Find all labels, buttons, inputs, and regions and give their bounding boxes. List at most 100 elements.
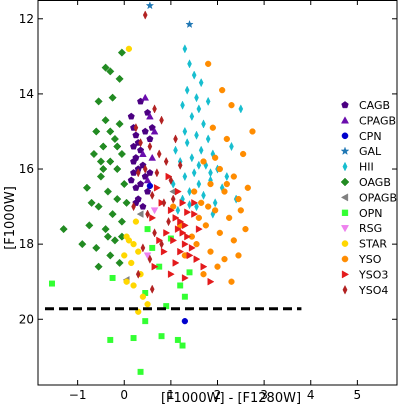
legend-marker-yso4 (342, 284, 348, 295)
data-point (110, 134, 120, 144)
data-point (207, 277, 215, 286)
data-point (221, 188, 228, 195)
data-point (103, 232, 113, 241)
data-point (132, 184, 140, 191)
y-tick-label: 18 (19, 237, 34, 251)
plot-area (49, 1, 256, 375)
legend-label-yso3: YSO3 (358, 268, 388, 281)
legend-marker-star (341, 240, 349, 247)
data-point (212, 198, 218, 208)
legend-marker-cpn (341, 132, 349, 140)
data-point (191, 168, 197, 178)
y-tick-label: 20 (19, 312, 34, 326)
data-point (147, 254, 153, 264)
data-point (99, 142, 108, 151)
data-point (140, 243, 146, 253)
data-point (135, 308, 142, 315)
legend-label-cpagb: CPAGB (359, 114, 396, 127)
data-point (166, 216, 171, 227)
data-point (144, 301, 151, 308)
plot-frame (37, 0, 398, 386)
data-point (161, 198, 167, 208)
data-point (108, 210, 117, 219)
data-point (191, 70, 197, 80)
data-point (101, 225, 110, 234)
series-yso (170, 60, 256, 285)
legend-label-yso: YSO (358, 253, 382, 266)
data-point (182, 126, 188, 137)
data-point (137, 368, 144, 375)
data-point (181, 293, 188, 300)
data-point (244, 184, 251, 191)
legend-label-gal: GAL (359, 145, 382, 158)
data-point (159, 115, 164, 125)
data-point (187, 186, 192, 197)
data-point (149, 284, 155, 294)
data-point (89, 149, 99, 159)
data-point (113, 142, 122, 151)
data-point (143, 176, 152, 184)
data-point (195, 225, 203, 233)
data-point (186, 269, 193, 276)
data-point (99, 164, 108, 174)
data-point (108, 93, 117, 102)
data-point (214, 263, 221, 270)
data-point (107, 336, 114, 343)
data-point (172, 259, 180, 267)
data-point (94, 262, 103, 271)
legend-marker-yso (341, 255, 349, 263)
data-point (92, 243, 101, 252)
data-point (194, 130, 199, 140)
data-point (191, 210, 199, 218)
data-point (198, 77, 204, 88)
data-point (230, 237, 237, 244)
data-point (174, 336, 181, 343)
data-point (179, 342, 186, 349)
data-point (152, 228, 157, 238)
data-point (207, 248, 214, 255)
data-point (160, 247, 168, 256)
data-point (147, 141, 153, 152)
data-point (139, 293, 147, 300)
series-opn (49, 226, 193, 375)
data-point (96, 172, 106, 181)
data-point (141, 93, 150, 101)
data-point (59, 225, 68, 234)
data-point (133, 123, 139, 133)
y-tick-label: 16 (19, 162, 34, 176)
x-tick-label: 5 (354, 388, 362, 402)
y-tick-label: 14 (19, 87, 34, 101)
legend-label-star: STAR (359, 238, 387, 251)
data-point (142, 10, 148, 20)
data-point (170, 236, 178, 245)
data-point (146, 112, 154, 120)
data-point (127, 112, 135, 120)
x-tick-label: 1 (167, 388, 175, 402)
data-point (109, 274, 116, 281)
legend-marker-yso3 (341, 270, 350, 279)
data-point (141, 127, 149, 135)
data-point (94, 97, 103, 106)
series-yso4 (131, 10, 183, 294)
data-point (101, 116, 110, 125)
data-point (87, 198, 96, 207)
data-point (228, 102, 235, 109)
data-point (127, 176, 135, 184)
legend-marker-gal (340, 146, 350, 155)
data-point (184, 138, 190, 148)
data-point (150, 207, 159, 215)
data-point (200, 262, 208, 271)
data-point (142, 318, 149, 325)
data-point (117, 149, 127, 159)
data-point (182, 171, 188, 182)
data-point (146, 169, 154, 176)
x-tick-label: 4 (307, 388, 315, 402)
data-point (156, 236, 164, 245)
legend-marker-hii (342, 161, 348, 172)
data-point (228, 278, 235, 285)
data-point (115, 74, 124, 83)
data-point (193, 255, 201, 263)
data-point (216, 165, 223, 173)
data-point (196, 104, 202, 114)
data-point (230, 173, 237, 180)
